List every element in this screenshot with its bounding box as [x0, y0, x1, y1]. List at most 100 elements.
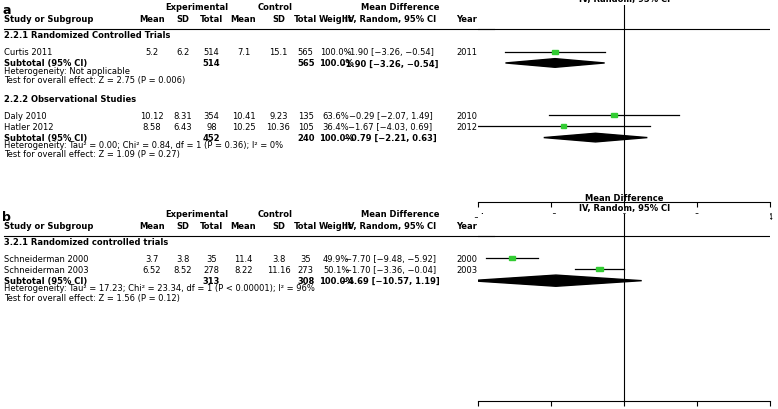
Text: 514: 514: [203, 59, 220, 68]
Text: Heterogeneity: Not applicable: Heterogeneity: Not applicable: [4, 67, 130, 76]
Text: −0.29 [−2.07, 1.49]: −0.29 [−2.07, 1.49]: [349, 111, 433, 120]
Text: Mean: Mean: [139, 221, 164, 230]
Text: SD: SD: [177, 221, 189, 230]
Text: 452: 452: [203, 134, 220, 143]
Text: Test for overall effect: Z = 1.09 (P = 0.27): Test for overall effect: Z = 1.09 (P = 0…: [4, 150, 180, 159]
Text: Weight: Weight: [319, 15, 353, 24]
Text: Subtotal (95% CI): Subtotal (95% CI): [4, 134, 87, 143]
Polygon shape: [470, 275, 642, 287]
Text: 3.7: 3.7: [145, 254, 159, 263]
Text: -1.90 [−3.26, −0.54]: -1.90 [−3.26, −0.54]: [347, 48, 434, 57]
Text: Total: Total: [200, 221, 223, 230]
Text: −7.70 [−9.48, −5.92]: −7.70 [−9.48, −5.92]: [345, 254, 436, 263]
Text: 308: 308: [297, 276, 314, 285]
Text: Mean Difference
IV, Random, 95% CI: Mean Difference IV, Random, 95% CI: [579, 0, 670, 4]
Text: 354: 354: [204, 111, 219, 120]
Text: 3.8: 3.8: [176, 254, 190, 263]
Bar: [552, 51, 559, 55]
Text: Mean: Mean: [139, 15, 164, 24]
Text: 10.12: 10.12: [140, 111, 163, 120]
Text: 36.4%: 36.4%: [323, 122, 349, 131]
Text: Subtotal (95% CI): Subtotal (95% CI): [4, 59, 87, 68]
Text: Mean Difference: Mean Difference: [362, 210, 440, 219]
Bar: [561, 125, 566, 128]
Text: 565: 565: [297, 59, 314, 68]
Text: Heterogeneity: Tau² = 0.00; Chi² = 0.84, df = 1 (P = 0.36); I² = 0%: Heterogeneity: Tau² = 0.00; Chi² = 0.84,…: [4, 140, 283, 149]
Text: 10.41: 10.41: [232, 111, 255, 120]
Text: 3.2.1 Randomized controlled trials: 3.2.1 Randomized controlled trials: [4, 237, 168, 246]
Text: SD: SD: [272, 221, 285, 230]
Text: 49.9%: 49.9%: [323, 254, 349, 263]
Text: Year: Year: [457, 221, 477, 230]
Text: IV, Random, 95% CI: IV, Random, 95% CI: [345, 221, 436, 230]
Text: Control: Control: [258, 210, 292, 219]
Text: 10.25: 10.25: [232, 122, 255, 131]
Text: 2012: 2012: [457, 122, 477, 131]
Text: 8.52: 8.52: [173, 265, 192, 274]
Text: b: b: [2, 211, 11, 224]
Text: Schneiderman 2003: Schneiderman 2003: [4, 265, 89, 274]
Text: Favors communication tool: Favors communication tool: [478, 220, 582, 229]
Text: a: a: [2, 4, 11, 17]
Text: 2.2.2 Observational Studies: 2.2.2 Observational Studies: [4, 94, 136, 103]
Bar: [509, 256, 515, 261]
Polygon shape: [506, 59, 605, 68]
Text: Favours control: Favours control: [711, 220, 770, 229]
Text: Total: Total: [294, 15, 317, 24]
Text: Schneiderman 2000: Schneiderman 2000: [4, 254, 89, 263]
Polygon shape: [544, 134, 647, 143]
Text: Experimental: Experimental: [165, 210, 229, 219]
Text: 9.23: 9.23: [269, 111, 288, 120]
Text: Test for overall effect: Z = 2.75 (P = 0.006): Test for overall effect: Z = 2.75 (P = 0…: [4, 76, 185, 85]
Text: 2003: 2003: [456, 265, 478, 274]
Text: 10.36: 10.36: [267, 122, 290, 131]
Text: Heterogeneity: Tau² = 17.23; Chi² = 23.34, df = 1 (P < 0.00001); I² = 96%: Heterogeneity: Tau² = 17.23; Chi² = 23.3…: [4, 283, 315, 292]
Text: Mean: Mean: [231, 221, 256, 230]
Text: 2000: 2000: [457, 254, 477, 263]
Text: -1.90 [−3.26, −0.54]: -1.90 [−3.26, −0.54]: [342, 59, 439, 68]
Text: 2.2.1 Randomized Controlled Trials: 2.2.1 Randomized Controlled Trials: [4, 31, 170, 40]
Text: Mean Difference: Mean Difference: [362, 3, 440, 12]
Text: Total: Total: [294, 221, 317, 230]
Text: 35: 35: [300, 254, 311, 263]
Text: 6.43: 6.43: [173, 122, 192, 131]
Text: 63.6%: 63.6%: [323, 111, 349, 120]
Text: 100.0%: 100.0%: [319, 59, 353, 68]
Bar: [596, 267, 603, 272]
Text: 11.16: 11.16: [267, 265, 290, 274]
Text: 100.0%: 100.0%: [319, 276, 353, 285]
Text: 3.8: 3.8: [272, 254, 286, 263]
Text: 100.0%: 100.0%: [319, 134, 353, 143]
Text: Subtotal (95% CI): Subtotal (95% CI): [4, 276, 87, 285]
Text: Study or Subgroup: Study or Subgroup: [4, 221, 93, 230]
Text: 240: 240: [297, 134, 314, 143]
Text: 50.1%: 50.1%: [323, 265, 349, 274]
Text: 565: 565: [298, 48, 314, 57]
Text: 11.4: 11.4: [234, 254, 253, 263]
Text: 273: 273: [298, 265, 314, 274]
Text: 313: 313: [203, 276, 220, 285]
Text: Daly 2010: Daly 2010: [4, 111, 47, 120]
Text: 8.31: 8.31: [173, 111, 192, 120]
Text: Mean: Mean: [231, 15, 256, 24]
Text: 6.2: 6.2: [176, 48, 190, 57]
Text: 7.1: 7.1: [237, 48, 251, 57]
Text: 8.22: 8.22: [234, 265, 253, 274]
Text: Curtis 2011: Curtis 2011: [4, 48, 52, 57]
Text: −4.69 [−10.57, 1.19]: −4.69 [−10.57, 1.19]: [342, 276, 440, 285]
Text: Test for overall effect: Z = 1.56 (P = 0.12): Test for overall effect: Z = 1.56 (P = 0…: [4, 293, 180, 302]
Text: −1.67 [−4.03, 0.69]: −1.67 [−4.03, 0.69]: [349, 122, 433, 131]
Text: 2010: 2010: [457, 111, 477, 120]
Bar: [611, 114, 616, 117]
Text: SD: SD: [272, 15, 285, 24]
Text: 135: 135: [298, 111, 314, 120]
Text: 98: 98: [206, 122, 217, 131]
Text: Total: Total: [200, 15, 223, 24]
Text: Mean Difference
IV, Random, 95% CI: Mean Difference IV, Random, 95% CI: [579, 193, 670, 213]
Text: IV, Random, 95% CI: IV, Random, 95% CI: [345, 15, 436, 24]
Text: 100.0%: 100.0%: [321, 48, 352, 57]
Text: −0.79 [−2.21, 0.63]: −0.79 [−2.21, 0.63]: [344, 134, 437, 143]
Text: Hatler 2012: Hatler 2012: [4, 122, 54, 131]
Text: 2011: 2011: [457, 48, 477, 57]
Text: Control: Control: [258, 3, 292, 12]
